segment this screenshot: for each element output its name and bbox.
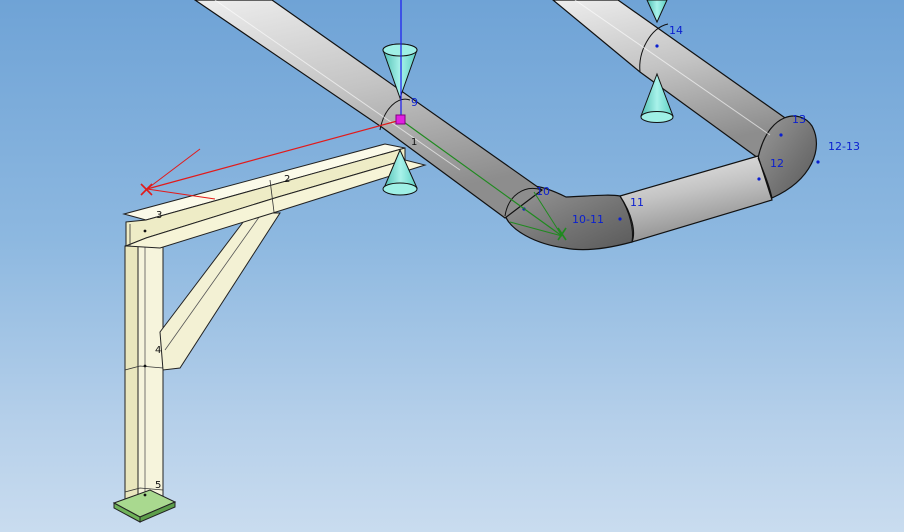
label-node-12-13: 12-13: [828, 140, 860, 153]
pipe-bend-10[interactable]: [504, 185, 635, 251]
origin-marker[interactable]: [395, 114, 406, 125]
column-front-face: [124, 239, 139, 504]
axis-y-green: [400, 119, 563, 237]
pipe-node-labels: 9 10 10-11 11 12 13 12-13 14: [411, 24, 860, 226]
label-node-9: 9: [411, 96, 418, 109]
beam-bottom-flange: [125, 159, 427, 249]
label-node-12: 12: [770, 157, 784, 170]
label-node-14: 14: [669, 24, 683, 37]
label-node-13: 13: [792, 113, 806, 126]
pipe-support-cone-lower[interactable]: [382, 148, 418, 196]
label-node-10: 10: [536, 185, 550, 198]
label-frame-4: 4: [155, 345, 161, 356]
label-frame-5: 5: [155, 480, 161, 491]
steel-support-frame[interactable]: [112, 143, 427, 523]
label-frame-1: 1: [411, 137, 417, 148]
pipe-support-cone-right-upper[interactable]: [646, 0, 668, 24]
coordinate-axes: [140, 0, 567, 241]
pipe-segment-main[interactable]: [193, 0, 544, 219]
pipe-support-cone-right-lower[interactable]: [640, 72, 674, 123]
pipe-bend-13[interactable]: [757, 115, 817, 199]
knee-brace: [159, 212, 281, 371]
label-node-11: 11: [630, 196, 644, 209]
column-side-face: [137, 239, 164, 501]
frame-node-labels: 1 2 3 4 5: [155, 137, 417, 491]
label-frame-3: 3: [156, 210, 162, 221]
label-frame-2: 2: [284, 174, 290, 185]
axis-x-end-marker: [140, 183, 153, 196]
axis-x-red: [146, 119, 402, 190]
label-node-10-11: 10-11: [572, 213, 604, 226]
pipe-support-cone-upper[interactable]: [382, 43, 418, 100]
pipe-run[interactable]: [193, 0, 820, 251]
